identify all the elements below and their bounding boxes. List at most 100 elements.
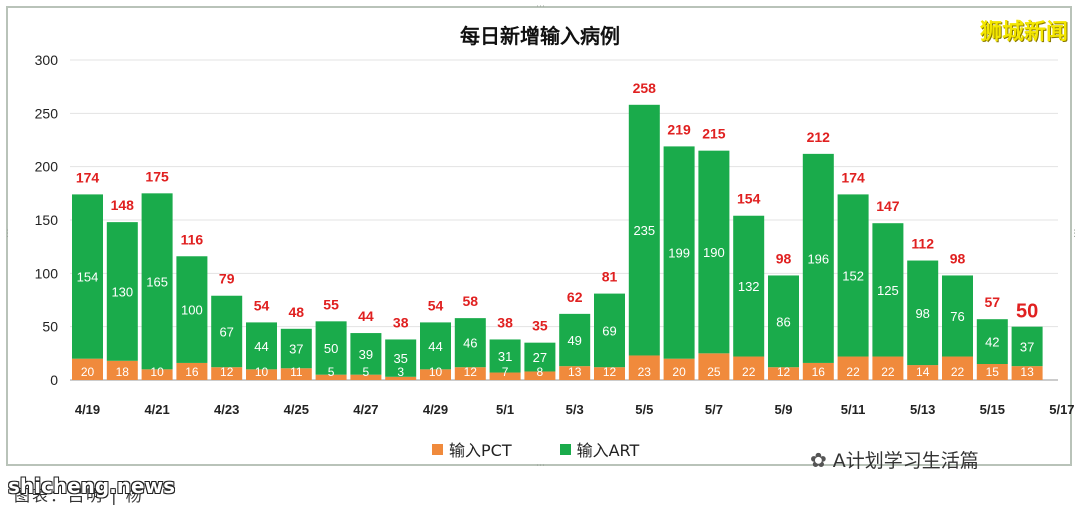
data-label-art: 50 (324, 341, 338, 356)
bar-pct (698, 353, 730, 380)
x-tick-label: 5/9 (774, 402, 792, 417)
data-label-art: 27 (533, 350, 547, 365)
source-url: shicheng.news (8, 474, 175, 498)
data-label-pct: 22 (846, 365, 860, 379)
bar-art (976, 319, 1008, 364)
data-label-art: 199 (668, 246, 690, 261)
chart-title: 每日新增输入病例 (460, 24, 620, 48)
data-label-art: 154 (77, 270, 99, 285)
bar-art (1011, 326, 1043, 367)
data-label-art: 130 (111, 284, 133, 299)
data-label-art: 76 (950, 309, 964, 324)
bar-pct (837, 356, 869, 380)
data-label-total: 38 (393, 314, 409, 330)
data-label-pct: 12 (777, 365, 791, 379)
data-label-total: 38 (497, 314, 513, 330)
data-label-total: 116 (181, 231, 204, 247)
data-label-pct: 10 (255, 365, 269, 379)
data-label-total: 48 (289, 304, 305, 320)
data-label-total: 58 (463, 293, 479, 309)
data-label-pct: 12 (464, 365, 478, 379)
x-tick-label: 5/11 (841, 402, 866, 417)
y-tick-label: 250 (35, 105, 59, 121)
bar-art (420, 322, 451, 370)
y-tick-label: 0 (50, 372, 58, 388)
data-label-art: 235 (633, 223, 655, 238)
data-label-art: 39 (359, 347, 373, 362)
resize-handle-bottom[interactable]: ⋯ (536, 461, 545, 471)
y-tick-label: 100 (35, 265, 59, 281)
data-label-total: 258 (633, 80, 657, 96)
data-label-total: 50 (1016, 301, 1038, 323)
bar-pct (280, 368, 312, 380)
legend: 输入PCT 输入ART (432, 437, 639, 461)
bar-art (524, 342, 556, 372)
data-label-pct: 20 (672, 365, 686, 379)
data-label-pct: 13 (568, 365, 582, 379)
legend-item-art: 输入ART (559, 437, 639, 461)
bar-art (802, 153, 834, 363)
data-label-pct: 10 (429, 365, 443, 379)
brand-logo-text: 狮城新闻 (979, 20, 1068, 45)
bar-pct (489, 372, 521, 380)
bar-art (872, 223, 904, 357)
bar-pct (1011, 366, 1043, 380)
resize-handle-left[interactable]: ⋮ (3, 229, 12, 239)
data-label-total: 55 (323, 296, 339, 312)
bar-art (280, 328, 312, 369)
data-label-total: 147 (876, 198, 900, 214)
bar-art (489, 339, 521, 373)
bar-art (698, 150, 730, 354)
data-label-total: 54 (254, 297, 270, 313)
data-label-art: 125 (877, 283, 899, 298)
wechat-icon: ✿ (810, 447, 827, 472)
data-label-pct: 11 (290, 365, 303, 379)
x-tick-label: 4/25 (284, 402, 309, 417)
data-label-total: 219 (667, 121, 691, 137)
data-label-pct: 20 (81, 365, 95, 379)
data-label-art: 100 (181, 303, 203, 318)
data-label-art: 69 (602, 323, 616, 338)
data-label-art: 46 (463, 336, 477, 351)
bar-art (211, 295, 243, 368)
bar-pct (420, 369, 451, 380)
data-label-total: 98 (950, 250, 966, 266)
bar-pct (663, 358, 695, 380)
data-label-art: 196 (807, 251, 829, 266)
data-label-art: 37 (289, 342, 303, 357)
data-label-total: 175 (145, 168, 169, 184)
bar-pct (628, 355, 660, 380)
data-label-art: 132 (738, 279, 760, 294)
bar-art (72, 194, 103, 359)
resize-handle-top[interactable]: ⋯ (536, 2, 545, 12)
data-label-total: 212 (807, 129, 831, 145)
bar-art (559, 313, 591, 367)
data-label-art: 86 (776, 314, 790, 329)
data-label-art: 31 (498, 349, 512, 364)
bar-art (594, 293, 625, 368)
bar-pct (106, 360, 138, 380)
bar-pct (907, 365, 939, 380)
bar-pct (768, 367, 799, 380)
data-label-art: 37 (1020, 339, 1034, 354)
data-label-pct: 22 (881, 365, 895, 379)
data-label-art: 190 (703, 245, 725, 260)
bar-art (837, 194, 869, 357)
bar-art (176, 256, 208, 363)
data-label-pct: 15 (986, 365, 1000, 379)
data-label-total: 215 (702, 126, 726, 142)
bar-art (350, 333, 382, 375)
data-label-total: 54 (428, 297, 444, 313)
bar-art (246, 322, 277, 370)
data-label-pct: 5 (363, 365, 370, 379)
bar-pct (246, 369, 277, 380)
legend-swatch-pct (432, 443, 443, 455)
resize-handle-right[interactable]: ⋮ (1070, 229, 1079, 239)
x-tick-label: 5/3 (566, 402, 584, 417)
data-label-total: 44 (358, 308, 374, 324)
data-label-total: 174 (76, 169, 100, 185)
bar-pct (976, 364, 1008, 380)
y-tick-label: 50 (42, 319, 58, 335)
data-label-total: 81 (602, 269, 618, 285)
